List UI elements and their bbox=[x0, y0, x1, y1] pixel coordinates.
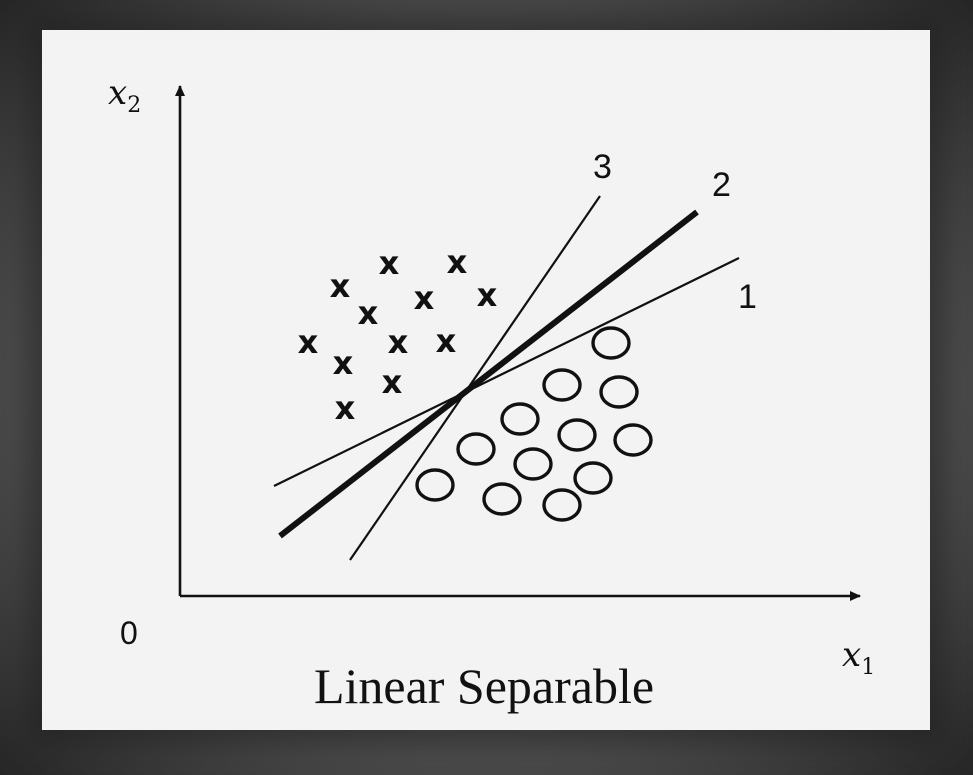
class-x-point: x bbox=[379, 244, 400, 282]
origin-label: 0 bbox=[120, 615, 138, 651]
class-o-point bbox=[542, 488, 582, 522]
class-x-point: x bbox=[447, 243, 468, 281]
line-label-1: 1 bbox=[738, 278, 757, 316]
x-axis-label: x1 bbox=[842, 635, 875, 680]
class-o-point bbox=[557, 418, 597, 452]
class-x-point: x bbox=[333, 344, 354, 382]
class-x-point: x bbox=[477, 276, 498, 314]
class-x-point: x bbox=[358, 294, 379, 332]
class-x-point: x bbox=[414, 279, 435, 317]
class-o-point bbox=[456, 432, 496, 466]
class-o-point bbox=[513, 447, 553, 481]
class-o-point bbox=[542, 368, 582, 402]
class-x-points: x xx x xxx xxx xx bbox=[298, 243, 498, 427]
class-o-point bbox=[500, 402, 540, 436]
class-x-point: x bbox=[335, 389, 356, 427]
line-label-2: 2 bbox=[712, 166, 731, 204]
class-o-point bbox=[613, 423, 653, 457]
separator-line-3 bbox=[349, 195, 601, 561]
class-x-point: x bbox=[388, 323, 409, 361]
class-o-point bbox=[599, 375, 639, 409]
diagram-caption: Linear Separable bbox=[314, 658, 654, 714]
class-o-point bbox=[591, 326, 631, 360]
class-x-point: x bbox=[436, 322, 457, 360]
linear-separable-diagram: x2 x1 0 1 2 3 x xx x xxx xxx xx Linear Separa… bbox=[108, 73, 875, 714]
separator-line-2 bbox=[278, 209, 699, 539]
y-axis-label: x2 bbox=[108, 73, 141, 118]
class-o-point bbox=[415, 468, 455, 502]
class-x-point: x bbox=[382, 363, 403, 401]
separator-line-1 bbox=[273, 257, 740, 487]
class-x-point: x bbox=[298, 323, 319, 361]
class-o-point bbox=[573, 461, 613, 495]
class-o-point bbox=[482, 482, 522, 516]
class-x-point: x bbox=[330, 267, 351, 305]
line-label-3: 3 bbox=[593, 148, 612, 186]
class-o-points bbox=[415, 326, 653, 522]
